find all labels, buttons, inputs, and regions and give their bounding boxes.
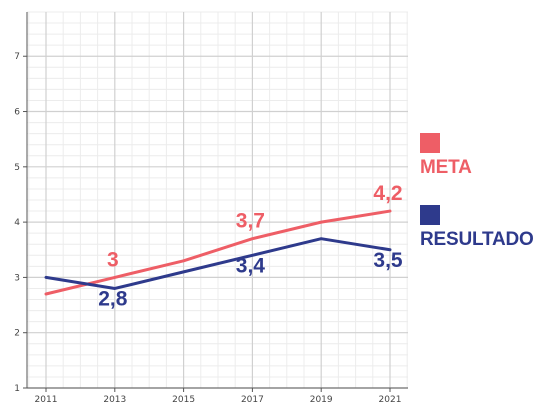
- axes: [23, 12, 408, 392]
- y-tick-label: 6: [14, 108, 20, 118]
- y-tick-label: 5: [14, 163, 20, 173]
- x-tick-label: 2021: [379, 395, 402, 403]
- x-tick-label: 2015: [172, 395, 195, 403]
- data-label-resultado: 3,5: [373, 249, 403, 272]
- data-label-meta: 4,2: [373, 182, 402, 205]
- major-gridlines: [27, 12, 408, 389]
- legend-swatch-resultado: [420, 205, 440, 225]
- data-label-resultado: 2,8: [98, 287, 128, 310]
- y-tick-label: 7: [14, 52, 20, 62]
- x-tick-label: 2017: [241, 395, 264, 403]
- y-tick-label: 1: [14, 384, 20, 394]
- legend: META RESULTADO: [420, 133, 534, 277]
- minor-gridlines: [27, 11, 408, 388]
- y-tick-label: 3: [14, 273, 20, 283]
- y-tick-label: 4: [14, 218, 20, 228]
- legend-label-resultado: RESULTADO: [420, 229, 534, 250]
- tick-labels: 2011 2013 2015 2017 2019 2021 1 2 3 4 5 6 7: [14, 52, 401, 403]
- data-label-meta: 3: [107, 248, 119, 271]
- series-lines: [44, 209, 392, 296]
- series-line-resultado: [44, 237, 392, 290]
- legend-swatch-meta: [420, 133, 440, 153]
- x-tick-label: 2019: [310, 395, 333, 403]
- data-label-resultado: 3,4: [236, 254, 266, 277]
- data-labels: 3 3,7 4,2 2,8 3,4 3,5: [98, 182, 403, 310]
- data-label-meta: 3,7: [236, 210, 265, 233]
- x-tick-label: 2011: [35, 395, 58, 403]
- legend-item-meta: META: [420, 133, 534, 179]
- series-line-meta: [44, 209, 392, 296]
- x-tick-label: 2013: [103, 395, 126, 403]
- y-tick-label: 2: [14, 329, 20, 339]
- legend-label-meta: META: [420, 157, 472, 178]
- legend-item-resultado: RESULTADO: [420, 205, 534, 251]
